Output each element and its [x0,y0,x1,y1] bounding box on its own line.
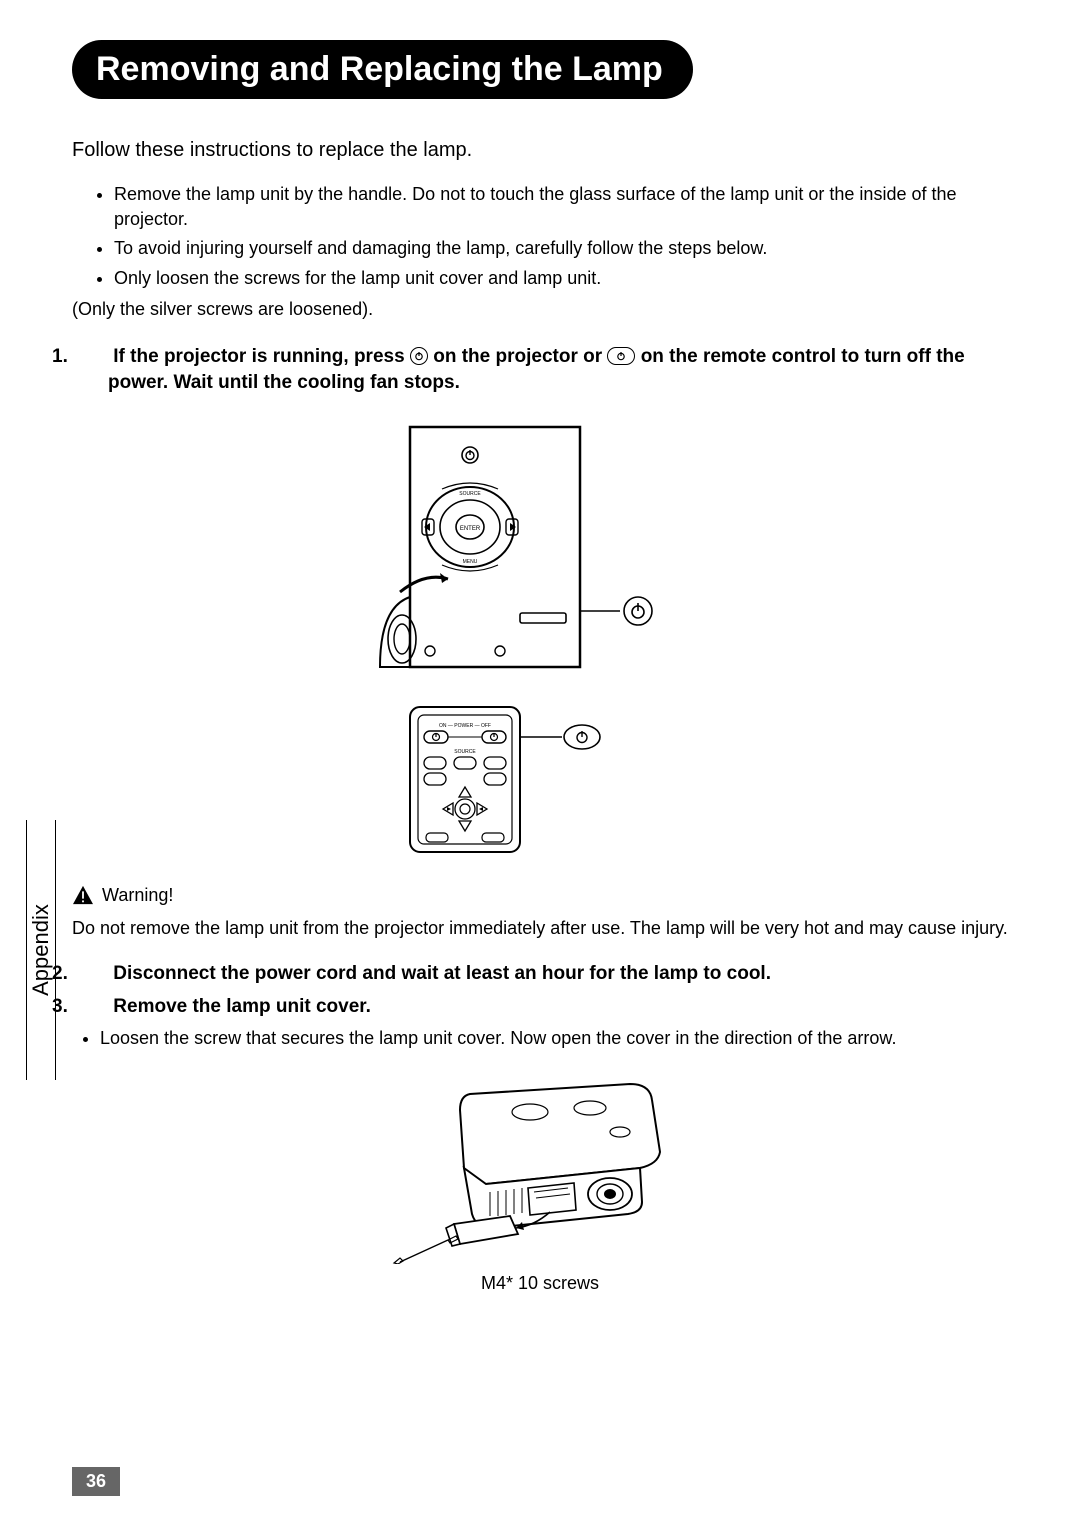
warning-label: Warning! [102,885,173,906]
step-3-detail: Loosen the screw that secures the lamp u… [100,1026,1008,1051]
warning-text: Do not remove the lamp unit from the pro… [72,916,1008,941]
step-number: 2. [80,961,108,988]
power-icon [410,347,428,365]
svg-text:SOURCE: SOURCE [459,491,481,497]
side-tab-label: Appendix [28,904,54,996]
side-tab-appendix: Appendix [26,820,56,1080]
step-3: 3. Remove the lamp unit cover. [80,994,1008,1021]
page-title: Removing and Replacing the Lamp [72,40,693,99]
power-icon [607,347,635,365]
page-number: 36 [72,1467,120,1496]
paren-note: (Only the silver screws are loosened). [72,299,1008,320]
warning-icon [72,885,94,905]
bullet-item: Remove the lamp unit by the handle. Do n… [114,182,1008,232]
warning-heading: Warning! [72,885,1008,906]
bullet-item: Only loosen the screws for the lamp unit… [114,266,1008,291]
step-1: 1. If the projector is running, press on… [80,344,1008,397]
svg-text:ON — POWER — OFF: ON — POWER — OFF [439,723,491,729]
svg-text:ENTER: ENTER [460,526,481,532]
step-number: 1. [80,344,108,371]
figure-2-caption: M4* 10 screws [390,1273,690,1294]
intro-text: Follow these instructions to replace the… [72,139,1008,162]
step-number: 3. [80,994,108,1021]
instruction-bullets: Remove the lamp unit by the handle. Do n… [114,182,1008,291]
step-3-detail-list: Loosen the screw that secures the lamp u… [100,1026,1008,1051]
bullet-item: To avoid injuring yourself and damaging … [114,236,1008,261]
svg-text:SOURCE: SOURCE [454,749,476,755]
svg-text:MENU: MENU [463,559,478,565]
step-1-pre: If the projector is running, press [113,346,410,367]
figure-1: ENTER SOURCE MENU [72,417,1008,857]
step-2: 2. Disconnect the power cord and wait at… [80,961,1008,988]
figure-2: M4* 10 screws [72,1064,1008,1294]
step-1-mid: on the projector or [433,346,607,367]
